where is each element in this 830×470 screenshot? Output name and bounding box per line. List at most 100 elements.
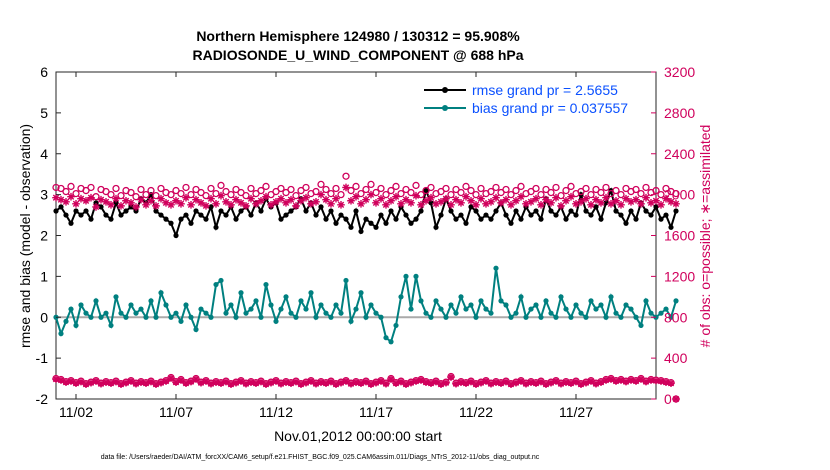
bias-point <box>503 302 509 308</box>
assimilated-point <box>332 194 340 203</box>
assimilated-point <box>442 194 450 203</box>
assimilated-point <box>342 183 350 192</box>
rmse-point <box>438 212 444 218</box>
assimilated_low-point <box>367 380 375 388</box>
assimilated_low-point <box>387 375 395 383</box>
bias-point <box>433 298 439 304</box>
rmse-point <box>348 224 354 230</box>
assimilated-point <box>127 199 135 207</box>
bias-point <box>658 310 664 316</box>
possible-point <box>467 186 475 195</box>
assimilated_low-point <box>517 377 525 385</box>
assimilated_low-point <box>177 376 185 384</box>
series-bias <box>53 265 679 345</box>
possible-point <box>172 186 180 195</box>
possible-point <box>402 185 410 194</box>
rmse-point <box>573 212 579 218</box>
bias-point <box>353 306 359 312</box>
rmse-point <box>53 208 59 214</box>
bias-point <box>288 310 294 316</box>
right-tick-label: 800 <box>664 309 688 325</box>
assimilated_low-point <box>152 380 160 388</box>
assimilated_low-point <box>77 377 85 386</box>
assimilated-point <box>627 197 635 206</box>
possible-point <box>382 190 390 199</box>
possible-point <box>322 185 330 194</box>
bias-point <box>598 302 604 308</box>
assimilated-point <box>347 196 355 205</box>
assimilated_low-point <box>212 378 220 386</box>
bias-point <box>588 298 594 304</box>
assimilated-point <box>317 190 325 199</box>
possible-point <box>387 186 395 195</box>
assimilated-point <box>512 196 520 205</box>
assimilated-point <box>477 194 485 203</box>
possible-point <box>312 187 320 196</box>
assimilated_low-point <box>127 377 135 385</box>
possible-point <box>102 187 110 196</box>
assimilated-point <box>377 194 385 203</box>
assimilated_low-point <box>72 379 80 387</box>
assimilated_low-point <box>302 378 310 387</box>
assimilated-point <box>272 197 280 206</box>
assimilated_low-point <box>552 377 560 385</box>
rmse-point <box>473 208 479 214</box>
rmse-point <box>288 208 294 214</box>
rmse-point <box>318 204 324 210</box>
bias-point <box>233 314 239 320</box>
rmse-point <box>178 216 184 222</box>
assimilated_low-point <box>157 378 165 387</box>
bias-point <box>643 298 649 304</box>
assimilated_low-point <box>382 379 390 388</box>
bias-point <box>403 273 409 279</box>
possible-point <box>642 183 650 192</box>
assimilated_low-point <box>502 377 510 386</box>
rmse-point <box>78 212 84 218</box>
assimilated-point <box>457 199 465 207</box>
bias-point <box>313 314 319 320</box>
rmse-point <box>393 216 399 222</box>
possible-point <box>152 191 160 200</box>
assimilated_low-point <box>107 379 115 387</box>
rmse-point <box>613 208 619 214</box>
right-tick-label: 1600 <box>664 228 695 244</box>
rmse-point <box>358 228 364 235</box>
possible-point <box>362 185 370 194</box>
assimilated-point <box>337 201 345 209</box>
possible-point <box>397 189 405 198</box>
assimilated_low-point <box>112 377 120 386</box>
bias-point <box>533 302 539 308</box>
left-tick-label: 6 <box>40 64 48 80</box>
assimilated-point <box>82 196 90 205</box>
assimilated-point <box>287 195 295 204</box>
assimilated-point <box>232 195 240 204</box>
possible-point <box>652 186 660 195</box>
possible-point <box>187 190 195 199</box>
assimilated-point <box>62 197 70 206</box>
possible-point <box>547 188 555 197</box>
bias-point <box>163 302 169 308</box>
assimilated_low-point <box>672 395 680 403</box>
assimilated_low-point <box>647 376 655 384</box>
bias-point <box>638 322 644 329</box>
bias-point <box>668 314 674 320</box>
assimilated-point <box>117 202 125 210</box>
assimilated_low-point <box>667 379 675 387</box>
possible-point <box>327 189 335 198</box>
bias-point <box>473 314 479 320</box>
assimilated_low-point <box>192 375 200 383</box>
right-axis-label: # of obs: o=possible; ∗=assimilated <box>697 125 713 348</box>
x-tick-label: 11/07 <box>159 404 193 420</box>
left-tick-label: 5 <box>40 105 48 121</box>
rmse-point <box>63 212 69 218</box>
bias-point <box>198 306 204 312</box>
assimilated_low-point <box>102 378 110 386</box>
assimilated_low-point <box>512 378 520 387</box>
bias-point <box>328 314 334 320</box>
assimilated_low-point <box>52 375 60 383</box>
possible-point <box>257 186 265 195</box>
assimilated_low-point <box>162 377 170 385</box>
possible-point <box>72 189 80 198</box>
possible-point <box>132 193 140 201</box>
assimilated-point <box>257 196 265 205</box>
